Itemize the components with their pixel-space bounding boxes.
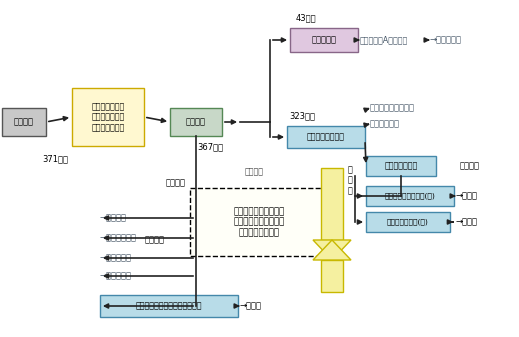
Text: （現状）: （現状）: [460, 161, 480, 171]
Text: （今後）: （今後）: [166, 178, 186, 187]
Text: 高度分離・選別技術を
開発し、すべて国内で
原料として利用。: 高度分離・選別技術を 開発し、すべて国内で 原料として利用。: [234, 207, 284, 237]
Text: プレス業者: プレス業者: [311, 35, 336, 44]
Text: →　国内電炉: → 国内電炉: [430, 35, 462, 44]
Bar: [100, 295, 238, 317]
Text: 鉄スクラップ: 鉄スクラップ: [370, 120, 400, 128]
Text: 廃車ガラ: 廃車ガラ: [245, 167, 264, 177]
Text: →　エアバッグ: → エアバッグ: [100, 234, 137, 243]
Bar: [366, 186, 454, 206]
Text: ミックスメタル(細): ミックスメタル(細): [387, 219, 429, 225]
Text: →　輸出: → 輸出: [456, 217, 478, 226]
Text: ミックスメタル: ミックスメタル: [385, 161, 418, 171]
Text: （現状）: （現状）: [145, 236, 165, 245]
Bar: [72, 88, 144, 146]
Text: →　中古部品: → 中古部品: [100, 253, 132, 263]
Text: 323万台: 323万台: [289, 111, 315, 120]
Bar: [366, 156, 436, 176]
Text: 廃自動車: 廃自動車: [14, 118, 34, 126]
Text: →　フロン: → フロン: [100, 214, 127, 222]
Bar: [290, 28, 358, 52]
Text: シュレッダーダスト: シュレッダーダスト: [370, 103, 415, 113]
Text: 367万台: 367万台: [197, 142, 223, 151]
Text: 新車ディーラー
中古車販売業者
自動車認証業者: 新車ディーラー 中古車販売業者 自動車認証業者: [91, 102, 125, 132]
Text: 43万台: 43万台: [296, 13, 316, 22]
Bar: [287, 126, 365, 148]
Text: 全鋼利用（Aプレス）: 全鋼利用（Aプレス）: [360, 35, 408, 44]
Bar: [170, 108, 222, 136]
Text: 手
選
別: 手 選 別: [348, 165, 352, 195]
Text: 銅系リサイクル原料（廃部品）: 銅系リサイクル原料（廃部品）: [136, 302, 202, 310]
Text: →　廃タイヤ: → 廃タイヤ: [100, 272, 132, 280]
Text: 銅系リサイクル原料(大): 銅系リサイクル原料(大): [385, 193, 435, 199]
Bar: [190, 188, 328, 256]
Text: →　国内: → 国内: [456, 191, 478, 201]
Text: 解体業者: 解体業者: [186, 118, 206, 126]
Bar: [321, 168, 343, 240]
Polygon shape: [313, 240, 351, 260]
Bar: [321, 260, 343, 292]
Bar: [366, 212, 450, 232]
Text: シュレッダー業者: シュレッダー業者: [307, 132, 345, 142]
Polygon shape: [313, 240, 351, 260]
Text: →　輸出: → 輸出: [240, 302, 262, 310]
Text: 371万台: 371万台: [42, 154, 68, 163]
Bar: [2, 108, 46, 136]
